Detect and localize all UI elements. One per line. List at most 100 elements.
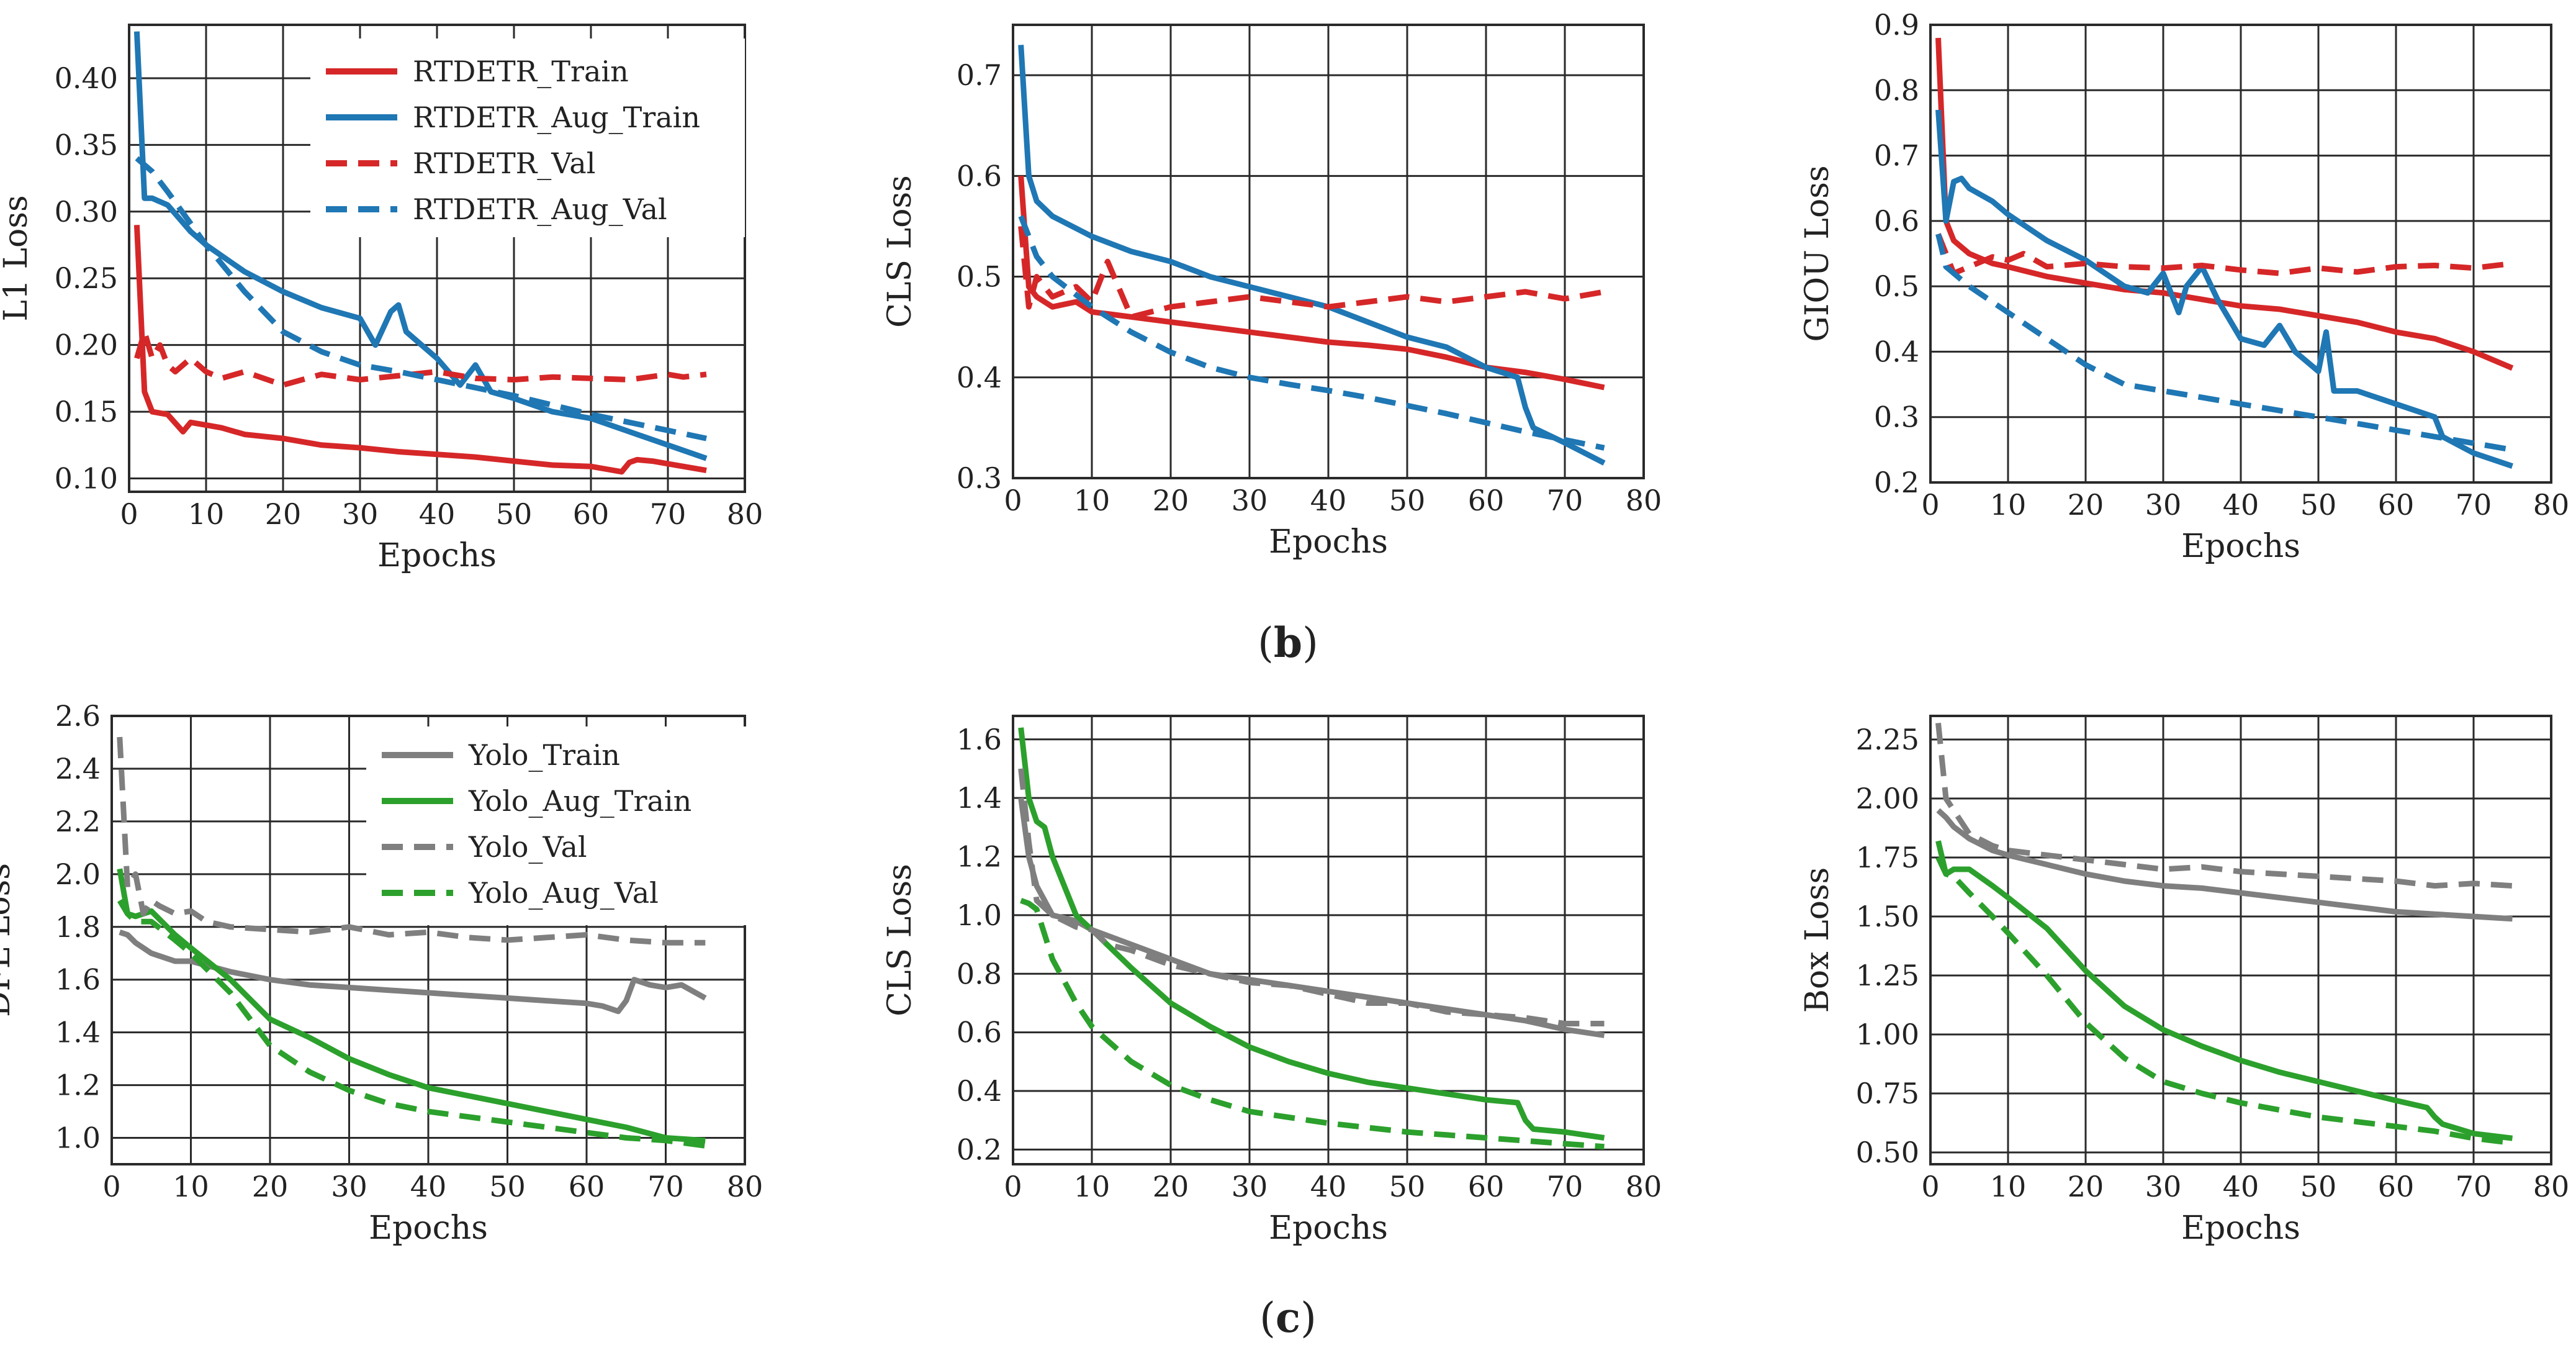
series-line-yolo-val [117, 736, 706, 946]
x-tick-label: 60 [2378, 488, 2415, 522]
series-line-yolo-train [119, 930, 707, 1015]
y-tick-label: 1.2 [957, 840, 1002, 874]
series-line-rtdetr-val [1018, 225, 1605, 320]
y-tick-label: 1.75 [1856, 841, 1919, 874]
y-tick-label: 1.6 [957, 723, 1002, 756]
x-tick-label: 0 [1004, 484, 1022, 517]
x-tick-label: 60 [573, 497, 610, 531]
legend-label-rtdetr-train: RTDETR_Train [413, 55, 629, 88]
axes-frame [110, 715, 746, 1165]
x-tick-label: 40 [1310, 1170, 1347, 1203]
x-tick-label: 80 [1626, 484, 1662, 517]
y-tick-label: 2.2 [55, 805, 101, 838]
y-tick-label: 1.00 [1856, 1018, 1919, 1051]
x-tick-label: 0 [120, 497, 138, 531]
x-tick-label: 60 [1468, 484, 1505, 517]
x-tick-label: 20 [1153, 1170, 1189, 1203]
legend-label-yolo-train: Yolo_Train [468, 738, 620, 772]
y-tick-label: 0.10 [55, 462, 118, 495]
series-line-yolo-aug-train [1935, 840, 2513, 1141]
legend-bottom: Yolo_Train Yolo_Aug_Train Yolo_Val Yolo_… [366, 726, 757, 925]
y-axis-label: L1 Loss [0, 195, 35, 321]
x-tick-label: 30 [2145, 1170, 2182, 1203]
series-line-rtdetr-aug-train [133, 31, 708, 461]
y-tick-label: 0.50 [1856, 1136, 1919, 1169]
x-tick-label: 20 [2068, 488, 2104, 522]
caption-b: (b) [1258, 618, 1318, 667]
x-tick-label: 70 [647, 1170, 684, 1203]
series-line-rtdetr-val [1935, 233, 2513, 276]
legend-label-yolo-aug-val: Yolo_Aug_Val [468, 876, 659, 910]
x-tick-label: 20 [265, 497, 302, 531]
x-axis-label: Epochs [1269, 523, 1388, 561]
y-tick-label: 0.75 [1856, 1077, 1919, 1110]
x-tick-label: 70 [1547, 484, 1583, 517]
legend-label-rtdetr-aug-train: RTDETR_Aug_Train [413, 101, 700, 134]
x-axis-label: Epochs [1269, 1210, 1388, 1247]
y-tick-label: 0.8 [957, 957, 1002, 990]
axes-frame [128, 24, 746, 493]
series-line-yolo-aug-train [117, 868, 706, 1144]
legend-top: RTDETR_Train RTDETR_Aug_Train RTDETR_Val… [310, 38, 745, 237]
y-tick-label: 0.7 [957, 58, 1002, 92]
series-line-yolo-aug-val [117, 898, 706, 1149]
x-tick-label: 70 [1547, 1170, 1583, 1203]
x-tick-label: 10 [1990, 1170, 2027, 1203]
x-tick-label: 50 [489, 1170, 526, 1203]
caption-c: (c) [1259, 1293, 1317, 1342]
chart-3: 0 10 20 30 40 50 60 70 80 0.2 0.3 0.4 0.5 0.6 0.7 0.8 0.… [1799, 8, 2569, 565]
x-tick-label: 50 [2300, 488, 2337, 522]
x-tick-label: 20 [252, 1170, 289, 1203]
y-tick-label: 0.6 [957, 1016, 1002, 1049]
series-line-rtdetr-aug-val [1018, 215, 1605, 451]
x-tick-label: 50 [1389, 1170, 1426, 1203]
y-axis-label: DFL Loss [0, 863, 17, 1017]
series-line-rtdetr-aug-val [1935, 233, 2513, 453]
caption-b-close: ) [1302, 619, 1318, 667]
y-tick-label: 0.35 [55, 128, 118, 161]
series-line-rtdetr-train [1935, 37, 2514, 371]
x-tick-label: 30 [331, 1170, 367, 1203]
legend-label-rtdetr-val: RTDETR_Val [413, 147, 595, 180]
axes-frame [1012, 715, 1645, 1165]
caption-b-letter: b [1274, 618, 1302, 667]
axes-frame [1929, 715, 2552, 1165]
y-tick-label: 2.4 [55, 752, 101, 785]
y-tick-label: 0.8 [1874, 73, 1919, 107]
y-tick-label: 0.20 [55, 328, 118, 362]
x-tick-label: 30 [2145, 488, 2182, 522]
y-tick-label: 0.30 [55, 195, 118, 228]
x-tick-label: 80 [727, 1170, 763, 1203]
x-tick-label: 70 [2456, 1170, 2492, 1203]
y-axis-label: CLS Loss [881, 864, 919, 1016]
x-tick-label: 0 [1004, 1170, 1022, 1203]
y-tick-label: 0.3 [1874, 400, 1919, 434]
x-tick-label: 40 [2223, 1170, 2259, 1203]
x-axis-label: Epochs [2181, 1210, 2300, 1247]
x-tick-label: 10 [1990, 488, 2027, 522]
y-tick-label: 1.50 [1856, 900, 1919, 933]
x-axis-label: Epochs [369, 1210, 488, 1247]
legend-label-yolo-val: Yolo_Val [468, 830, 587, 864]
series-line-yolo-aug-val [1020, 898, 1605, 1150]
x-tick-label: 60 [569, 1170, 605, 1203]
y-tick-label: 1.2 [55, 1069, 101, 1102]
x-tick-label: 40 [1310, 484, 1347, 517]
chart-panels: 0 10 20 30 40 50 60 70 800.100.150.200.250.300.3… [0, 8, 2569, 1247]
x-tick-label: 60 [1468, 1170, 1505, 1203]
y-tick-label: 1.25 [1856, 959, 1919, 992]
x-tick-label: 50 [1389, 484, 1426, 517]
y-tick-label: 0.7 [1874, 139, 1919, 173]
x-tick-label: 20 [1153, 484, 1189, 517]
y-tick-label: 0.6 [957, 159, 1002, 192]
caption-c-open: ( [1259, 1294, 1276, 1342]
caption-b-open: ( [1258, 619, 1274, 667]
y-tick-label: 1.6 [55, 963, 101, 997]
x-tick-label: 10 [1074, 484, 1110, 517]
axes-frame [1012, 24, 1645, 479]
y-axis-label: GIOU Loss [1799, 165, 1836, 342]
y-tick-label: 0.25 [55, 261, 118, 295]
x-tick-label: 40 [410, 1170, 447, 1203]
x-tick-label: 40 [2223, 488, 2259, 522]
